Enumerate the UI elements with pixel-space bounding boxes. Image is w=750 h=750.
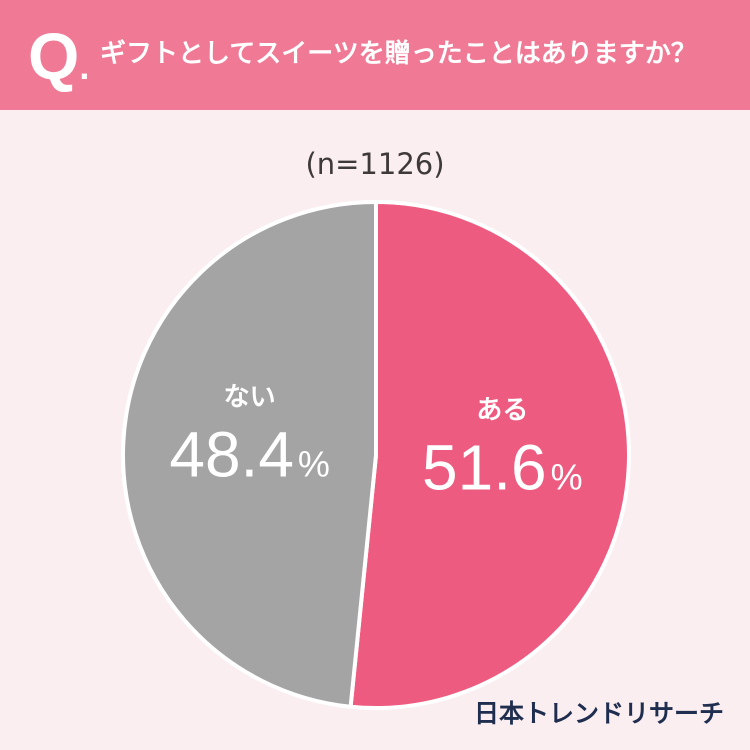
question-header: Q. ギフトとしてスイーツを贈ったことはありますか？	[0, 0, 750, 110]
sample-size: (n=1126)	[305, 147, 445, 181]
question-text: ギフトとしてスイーツを贈ったことはありますか？	[100, 39, 697, 69]
q-dot: .	[79, 46, 90, 87]
pie-slice-1	[121, 200, 378, 709]
q-letter: Q	[28, 19, 80, 93]
slice-value-0: 51.6%	[422, 431, 583, 503]
q-mark: Q.	[28, 16, 89, 107]
brand-logo-text: 日本トレンドリサーチ	[473, 699, 724, 728]
slice-value-1: 48.4%	[169, 419, 330, 491]
pie-slice-0	[348, 200, 631, 710]
slice-label-0: ある	[476, 395, 528, 425]
slice-label-1: ない	[224, 383, 276, 413]
